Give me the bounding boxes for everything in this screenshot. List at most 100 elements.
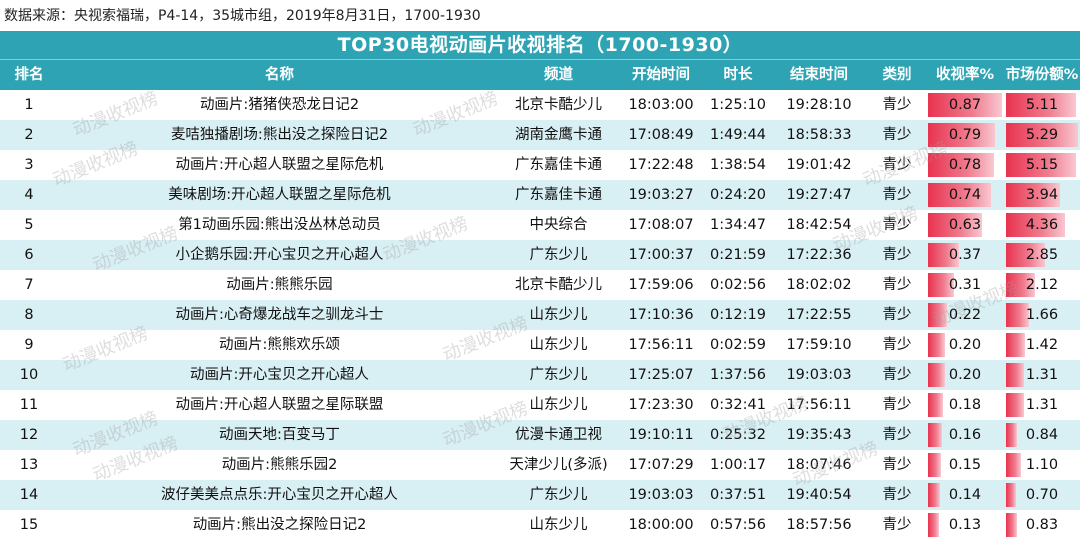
share-bar bbox=[1006, 423, 1018, 447]
cell-name: 波仔美美点点乐:开心宝贝之开心超人 bbox=[161, 487, 398, 503]
cell-rating: 0.74 bbox=[926, 180, 1004, 210]
cell-rank: 12 bbox=[19, 427, 39, 443]
cell-start-time: 17:08:49 bbox=[628, 127, 694, 143]
table-row: 1 动画片:猪猪侠恐龙日记2 北京卡酷少儿 18:03:00 1:25:10 19:28:… bbox=[0, 90, 1080, 120]
cell-category: 青少 bbox=[882, 247, 912, 263]
cell-rating: 0.18 bbox=[926, 390, 1004, 420]
rating-bar bbox=[928, 93, 1002, 117]
cell-category: 青少 bbox=[882, 427, 912, 443]
cell-start-time: 17:56:11 bbox=[628, 337, 694, 353]
table-row: 15 动画片:熊出没之探险日记2 山东少儿 18:00:00 0:57:56 18:57:… bbox=[0, 510, 1080, 540]
cell-duration: 1:00:17 bbox=[710, 457, 766, 473]
cell-duration: 1:49:44 bbox=[710, 127, 766, 143]
cell-share: 3.94 bbox=[1004, 180, 1080, 210]
header-category: 类别 bbox=[882, 67, 912, 83]
share-bar bbox=[1006, 483, 1016, 507]
cell-share: 1.10 bbox=[1004, 450, 1080, 480]
cell-name: 动画片:心奇爆龙战车之驯龙斗士 bbox=[175, 307, 384, 323]
cell-rank: 10 bbox=[19, 367, 39, 383]
rating-bar bbox=[928, 513, 940, 537]
cell-share: 1.31 bbox=[1004, 390, 1080, 420]
cell-end-time: 19:03:03 bbox=[786, 367, 852, 383]
cell-end-time: 19:40:54 bbox=[786, 487, 852, 503]
header-channel: 频道 bbox=[544, 67, 573, 83]
header-rating: 收视率% bbox=[935, 67, 995, 83]
rating-bar bbox=[928, 243, 960, 267]
rating-value: 0.63 bbox=[948, 217, 982, 233]
cell-rating: 0.79 bbox=[926, 120, 1004, 150]
cell-end-time: 17:22:55 bbox=[786, 307, 852, 323]
cell-rating: 0.31 bbox=[926, 270, 1004, 300]
table-row: 7 动画片:熊熊乐园 北京卡酷少儿 17:59:06 0:02:56 18:02:02 青少… bbox=[0, 270, 1080, 300]
table-row: 13 动画片:熊熊乐园2 天津少儿(多派) 17:07:29 1:00:17 18:07:… bbox=[0, 450, 1080, 480]
share-bar bbox=[1006, 273, 1035, 297]
share-value: 0.84 bbox=[1025, 427, 1059, 443]
share-value: 4.36 bbox=[1025, 217, 1059, 233]
cell-share: 2.12 bbox=[1004, 270, 1080, 300]
cell-share: 0.84 bbox=[1004, 420, 1080, 450]
cell-duration: 1:38:54 bbox=[710, 157, 766, 173]
table-row: 8 动画片:心奇爆龙战车之驯龙斗士 山东少儿 17:10:36 0:12:19 17:22… bbox=[0, 300, 1080, 330]
cell-share: 1.66 bbox=[1004, 300, 1080, 330]
cell-end-time: 19:27:47 bbox=[786, 187, 852, 203]
rating-bar bbox=[928, 153, 995, 177]
cell-start-time: 17:00:37 bbox=[628, 247, 694, 263]
cell-end-time: 17:22:36 bbox=[786, 247, 852, 263]
cell-category: 青少 bbox=[882, 337, 912, 353]
table-title: TOP30电视动画片收视排名（1700-1930） bbox=[0, 31, 1080, 59]
share-value: 5.29 bbox=[1025, 127, 1059, 143]
share-value: 2.85 bbox=[1025, 247, 1059, 263]
cell-category: 青少 bbox=[882, 397, 912, 413]
table-row: 6 小企鹅乐园:开心宝贝之开心超人 广东少儿 17:00:37 0:21:59 17:22… bbox=[0, 240, 1080, 270]
rating-bar bbox=[928, 453, 941, 477]
cell-channel: 山东少儿 bbox=[529, 397, 588, 413]
rating-bar bbox=[928, 483, 940, 507]
cell-category: 青少 bbox=[882, 217, 912, 233]
cell-end-time: 17:56:11 bbox=[786, 397, 852, 413]
rating-bar bbox=[928, 333, 945, 357]
share-value: 1.31 bbox=[1025, 367, 1059, 383]
share-value: 3.94 bbox=[1025, 187, 1059, 203]
cell-duration: 0:25:32 bbox=[710, 427, 766, 443]
cell-share: 1.42 bbox=[1004, 330, 1080, 360]
rating-value: 0.78 bbox=[948, 157, 982, 173]
share-value: 1.10 bbox=[1025, 457, 1059, 473]
cell-share: 4.36 bbox=[1004, 210, 1080, 240]
cell-start-time: 19:03:27 bbox=[628, 187, 694, 203]
cell-end-time: 19:35:43 bbox=[786, 427, 852, 443]
cell-category: 青少 bbox=[882, 517, 912, 533]
header-rank: 排名 bbox=[14, 67, 44, 83]
cell-category: 青少 bbox=[882, 277, 912, 293]
share-value: 1.42 bbox=[1025, 337, 1059, 353]
cell-start-time: 17:10:36 bbox=[628, 307, 694, 323]
cell-name: 美味剧场:开心超人联盟之星际危机 bbox=[168, 187, 391, 203]
cell-end-time: 18:02:02 bbox=[786, 277, 852, 293]
cell-end-time: 18:57:56 bbox=[786, 517, 852, 533]
table-row: 4 美味剧场:开心超人联盟之星际危机 广东嘉佳卡通 19:03:27 0:24:20 19… bbox=[0, 180, 1080, 210]
cell-channel: 北京卡酷少儿 bbox=[515, 97, 602, 113]
cell-rating: 0.15 bbox=[926, 450, 1004, 480]
cell-channel: 山东少儿 bbox=[529, 517, 588, 533]
cell-end-time: 18:58:33 bbox=[786, 127, 852, 143]
cell-channel: 山东少儿 bbox=[529, 337, 588, 353]
cell-start-time: 18:00:00 bbox=[628, 517, 694, 533]
share-bar bbox=[1006, 93, 1076, 117]
cell-channel: 优漫卡通卫视 bbox=[515, 427, 602, 443]
cell-duration: 0:57:56 bbox=[710, 517, 766, 533]
cell-rating: 0.63 bbox=[926, 210, 1004, 240]
table-row: 11 动画片:开心超人联盟之星际联盟 山东少儿 17:23:30 0:32:41 17:5… bbox=[0, 390, 1080, 420]
cell-start-time: 18:03:00 bbox=[628, 97, 694, 113]
cell-category: 青少 bbox=[882, 367, 912, 383]
share-bar bbox=[1006, 183, 1060, 207]
cell-duration: 0:12:19 bbox=[710, 307, 766, 323]
cell-rating: 0.13 bbox=[926, 510, 1004, 540]
cell-rank: 3 bbox=[24, 157, 34, 173]
cell-rank: 7 bbox=[24, 277, 34, 293]
rating-bar bbox=[928, 393, 944, 417]
cell-name: 动画片:开心超人联盟之星际危机 bbox=[175, 157, 384, 173]
cell-end-time: 17:59:10 bbox=[786, 337, 852, 353]
cell-channel: 湖南金鹰卡通 bbox=[515, 127, 602, 143]
share-value: 0.70 bbox=[1025, 487, 1059, 503]
cell-category: 青少 bbox=[882, 307, 912, 323]
rating-value: 0.20 bbox=[948, 337, 982, 353]
